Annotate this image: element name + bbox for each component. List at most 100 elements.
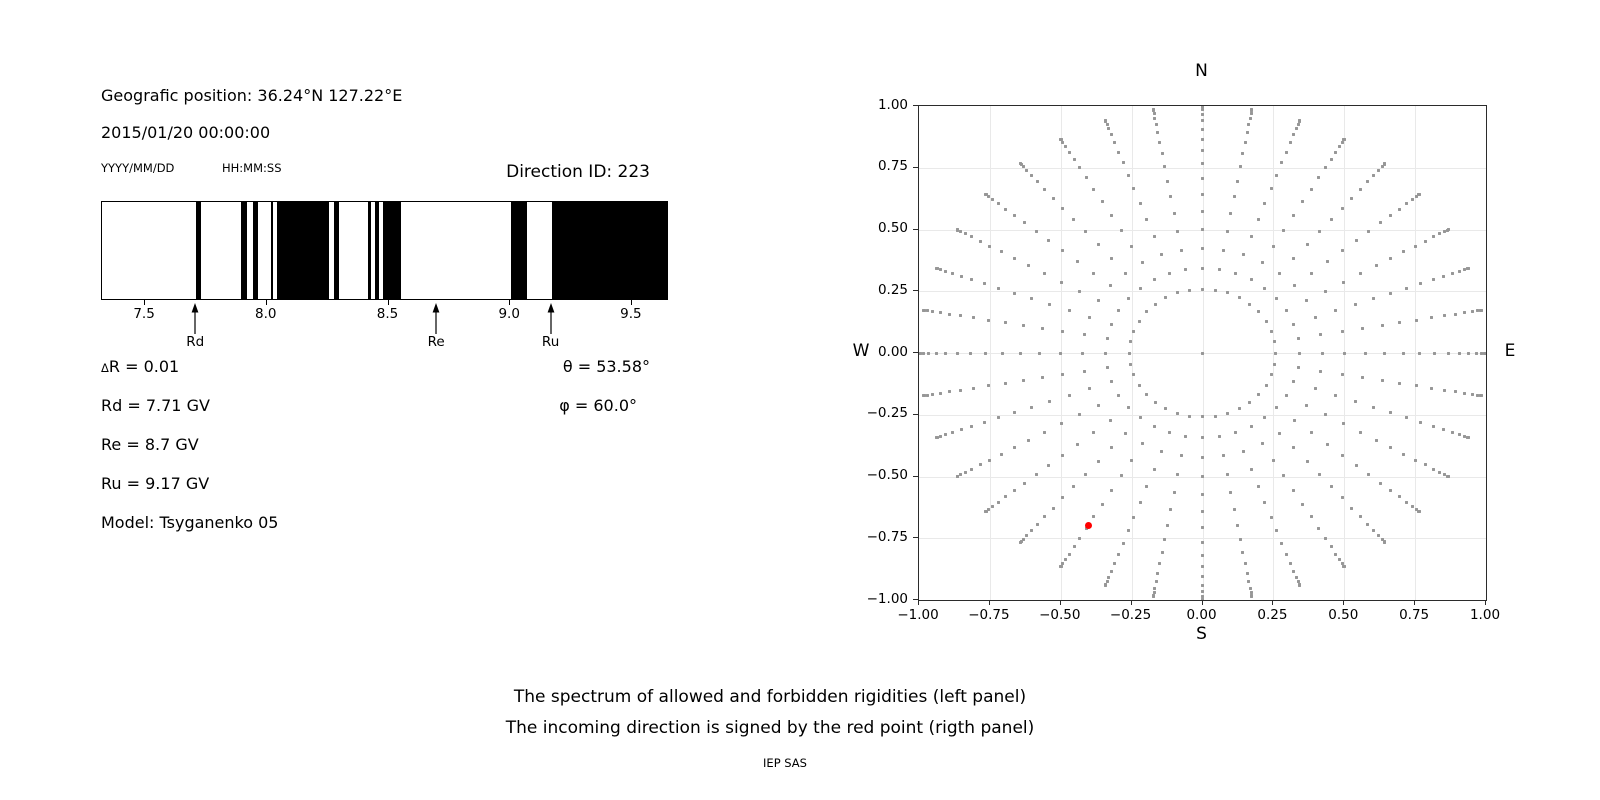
direction-dot	[1225, 473, 1229, 477]
credit-text: IEP SAS	[763, 756, 807, 770]
direction-dot	[1061, 496, 1065, 500]
direction-dot	[1083, 369, 1086, 373]
direction-dot	[1294, 127, 1298, 131]
direction-dot	[1158, 140, 1162, 144]
direction-dot	[1201, 351, 1204, 355]
direction-dot	[1374, 438, 1378, 442]
direction-dot	[1104, 351, 1107, 355]
direction-dot	[1323, 289, 1327, 293]
direction-dot	[1419, 420, 1423, 424]
direction-dot	[959, 314, 963, 318]
direction-dot	[955, 228, 959, 231]
direction-dot	[1151, 594, 1155, 598]
direction-dot	[1154, 580, 1158, 584]
scatter-x-tick	[988, 600, 990, 605]
direction-dot	[1340, 372, 1344, 376]
direction-dot	[1480, 351, 1484, 355]
direction-dot	[1158, 562, 1162, 566]
direction-dot	[1442, 388, 1446, 392]
direction-dot	[1023, 221, 1027, 225]
direction-dot	[1072, 485, 1076, 489]
direction-dot	[988, 244, 992, 248]
direction-dot	[1405, 416, 1409, 420]
direction-dot	[1138, 202, 1142, 206]
direction-dot	[1113, 561, 1117, 565]
direction-dot	[1167, 272, 1171, 276]
direction-dot	[1201, 436, 1204, 439]
direction-dot	[1480, 308, 1484, 312]
direction-dot	[1429, 316, 1433, 320]
allowed-band	[334, 202, 340, 299]
direction-dot	[1320, 351, 1324, 355]
direction-dot	[1470, 310, 1474, 314]
direction-dot	[1418, 510, 1422, 514]
direction-dot	[1329, 485, 1333, 489]
scatter-y-tick	[913, 290, 918, 292]
direction-dot	[1340, 496, 1344, 500]
direction-dot	[1064, 144, 1068, 148]
rigidity-spectrum-panel	[101, 201, 668, 300]
scatter-y-tick	[913, 537, 918, 539]
direction-dot	[1018, 540, 1022, 544]
direction-dot	[938, 311, 942, 315]
direction-dot	[1241, 550, 1245, 554]
direction-dot	[1325, 442, 1329, 446]
direction-dot	[1141, 261, 1145, 265]
direction-dot	[1201, 553, 1204, 557]
direction-dot	[1109, 418, 1113, 422]
direction-dot	[1152, 111, 1156, 115]
direction-dot	[1109, 380, 1113, 384]
direction-dot	[1380, 379, 1384, 383]
direction-dot	[1153, 302, 1157, 306]
direction-dot	[1442, 314, 1446, 318]
direction-dot	[1004, 207, 1008, 211]
direction-dot	[1130, 458, 1134, 462]
direction-dot	[1292, 446, 1296, 450]
direction-dot	[1264, 319, 1268, 323]
direction-dot	[1419, 282, 1423, 286]
direction-dot	[1372, 297, 1376, 301]
direction-dot	[1319, 369, 1322, 373]
direction-dot	[1067, 393, 1071, 397]
direction-dot	[1180, 454, 1184, 458]
direction-dot	[1305, 243, 1309, 246]
direction-dot	[1021, 165, 1025, 169]
direction-dot	[1431, 424, 1435, 428]
direction-dot	[1260, 261, 1264, 265]
direction-dot	[1341, 422, 1345, 426]
direction-dot	[1366, 180, 1370, 183]
direction-dot	[1414, 384, 1418, 388]
direction-dot	[1109, 133, 1113, 137]
direction-dot	[1213, 414, 1217, 418]
allowed-band	[276, 202, 329, 299]
direction-dot	[1226, 291, 1230, 295]
direction-dot	[921, 308, 925, 312]
re-value-text: Re = 8.7 GV	[101, 435, 199, 454]
direction-dot	[1358, 430, 1362, 434]
direction-dot	[1292, 569, 1296, 573]
direction-dot	[1480, 394, 1484, 398]
scatter-x-tick-label: 0.00	[1186, 607, 1217, 623]
direction-dot	[972, 386, 976, 390]
direction-dot	[1145, 484, 1149, 488]
direction-dot	[1061, 140, 1065, 144]
direction-dot	[1476, 309, 1479, 313]
direction-dot	[1285, 552, 1288, 556]
direction-dot	[970, 278, 974, 282]
allowed-band	[241, 202, 248, 299]
direction-dot	[1309, 187, 1313, 191]
direction-dot	[1418, 192, 1422, 196]
direction-dot	[1423, 239, 1427, 243]
direction-dot	[1296, 122, 1300, 126]
direction-dot	[944, 351, 948, 355]
compass-label-north: N	[1195, 61, 1208, 81]
direction-dot	[1107, 575, 1111, 579]
direction-dot	[1288, 561, 1292, 565]
direction-dot	[1318, 229, 1322, 233]
direction-dot	[1414, 195, 1418, 199]
direction-dot	[1263, 286, 1267, 290]
direction-dot	[1067, 552, 1071, 556]
direction-dot	[1117, 552, 1120, 556]
scatter-y-tick-label: 1.00	[877, 96, 908, 113]
direction-dot	[1242, 449, 1245, 453]
